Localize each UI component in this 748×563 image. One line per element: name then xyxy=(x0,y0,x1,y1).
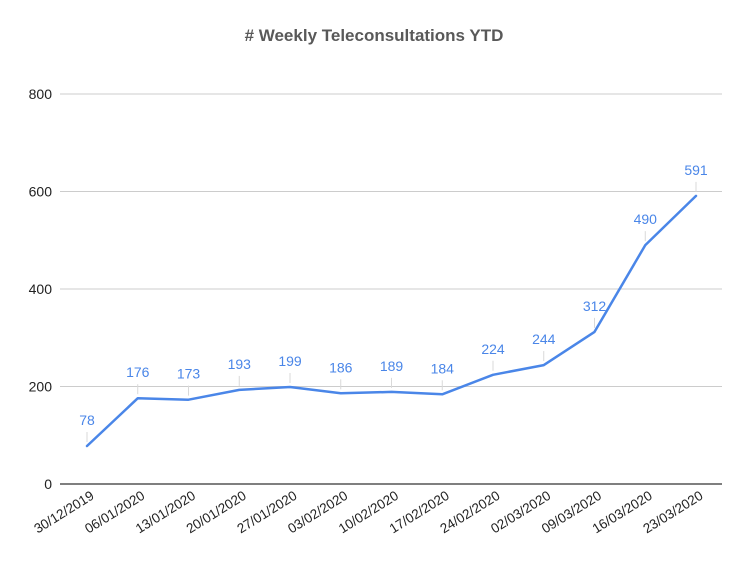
y-tick-label: 200 xyxy=(29,379,53,395)
data-label: 591 xyxy=(684,162,708,178)
data-label: 490 xyxy=(634,211,658,227)
series-line-group xyxy=(85,181,698,448)
data-label: 244 xyxy=(532,331,556,347)
gridlines xyxy=(60,93,722,485)
data-label: 184 xyxy=(431,360,455,376)
y-tick-label: 400 xyxy=(29,281,53,297)
chart-title: # Weekly Teleconsultations YTD xyxy=(244,26,504,45)
x-axis: 30/12/201906/01/202013/01/202020/01/2020… xyxy=(31,488,705,537)
data-label: 176 xyxy=(126,364,150,380)
series-line xyxy=(85,194,698,448)
y-tick-label: 800 xyxy=(29,86,53,102)
data-labels: 78 176 173 193 199 186 189 184 224 244 312 490 591 xyxy=(79,162,708,428)
data-label: 224 xyxy=(481,341,505,357)
data-label: 199 xyxy=(278,353,302,369)
data-label: 78 xyxy=(79,412,95,428)
y-tick-label: 600 xyxy=(29,184,53,200)
data-label: 173 xyxy=(177,366,201,382)
y-axis: 0 200 400 600 800 xyxy=(29,86,53,492)
data-label: 312 xyxy=(583,298,607,314)
y-tick-label: 0 xyxy=(44,476,52,492)
data-label: 186 xyxy=(329,359,353,375)
data-label: 193 xyxy=(228,356,252,372)
data-label: 189 xyxy=(380,358,404,374)
